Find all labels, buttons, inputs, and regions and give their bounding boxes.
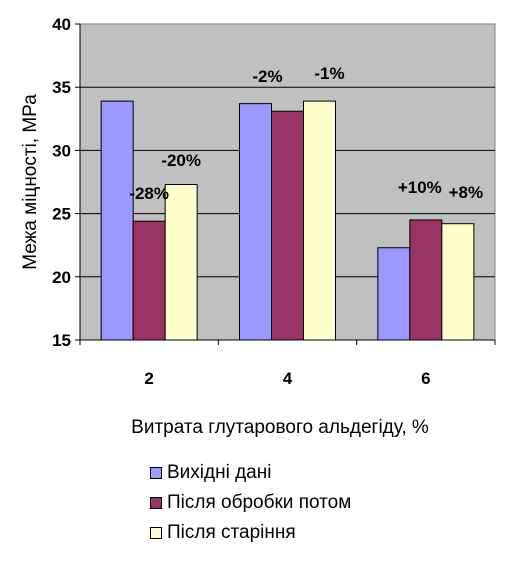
y-tick-label: 25 <box>52 205 71 224</box>
bar-0-2 <box>377 247 411 341</box>
legend-item-0: Вихідні дані <box>150 458 351 488</box>
bar-0-1 <box>239 103 272 341</box>
data-label: -20% <box>161 151 201 170</box>
data-label: -2% <box>252 67 282 86</box>
bar-2-1 <box>303 100 336 341</box>
data-label: -28% <box>129 184 169 203</box>
bar-chart: 15 20 25 30 35 40 2 4 6 -28% -20% -2% -1% +10% +8% М… <box>20 15 496 388</box>
x-tick-label: 6 <box>421 369 430 388</box>
legend-swatch-2 <box>150 527 162 539</box>
x-axis-ticks: 2 4 6 <box>79 340 496 388</box>
x-tick-label: 2 <box>144 369 153 388</box>
y-tick-label: 15 <box>52 331 71 350</box>
legend-swatch-0 <box>150 467 162 479</box>
legend-swatch-1 <box>150 497 162 509</box>
legend-item-1: Після обробки потом <box>150 488 351 518</box>
bar-2-0 <box>164 184 198 341</box>
y-axis-label: Межа міцності, МРа <box>20 94 41 270</box>
data-labels: -28% -20% -2% -1% +10% +8% <box>129 64 483 203</box>
y-tick-label: 40 <box>52 15 71 34</box>
data-label: +8% <box>449 183 484 202</box>
bar-1-1 <box>271 110 304 341</box>
y-tick-label: 20 <box>52 268 71 287</box>
bar-2-2 <box>441 223 475 341</box>
bar-0-0 <box>100 100 134 341</box>
bar-1-0 <box>132 220 166 341</box>
x-tick-label: 4 <box>283 369 293 388</box>
legend-item-2: Після старіння <box>150 518 351 548</box>
legend: Вихідні дані Після обробки потом Після с… <box>150 458 351 548</box>
data-label: +10% <box>398 178 442 197</box>
data-label: -1% <box>314 64 344 83</box>
bar-1-2 <box>409 219 443 341</box>
y-tick-label: 30 <box>52 141 71 160</box>
legend-label-1: Після обробки потом <box>167 492 352 513</box>
legend-label-0: Вихідні дані <box>167 462 272 483</box>
legend-label-2: Після старіння <box>167 522 296 543</box>
y-tick-label: 35 <box>52 78 71 97</box>
y-axis-ticks: 15 20 25 30 35 40 <box>52 15 80 350</box>
x-axis-label: Витрата глутарового альдегіду, % <box>131 417 429 438</box>
